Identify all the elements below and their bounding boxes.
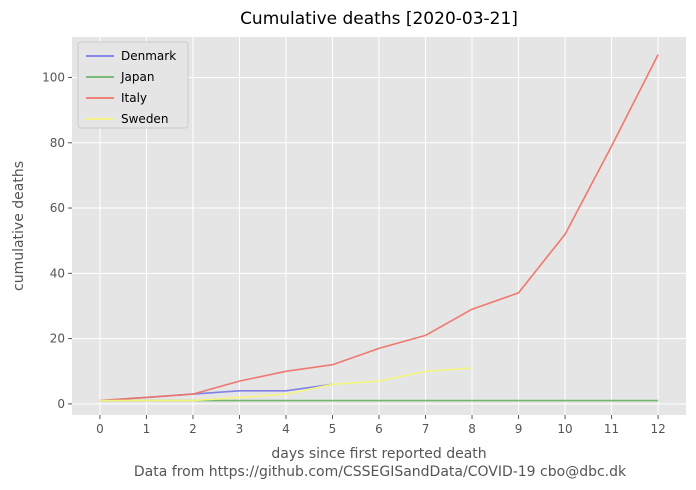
x-axis-label: days since first reported death	[271, 446, 486, 462]
x-tick-label: 7	[422, 422, 430, 436]
x-tick-label: 0	[96, 422, 104, 436]
grid	[72, 37, 686, 415]
series-line-italy	[99, 54, 659, 402]
y-tick-label: 40	[50, 266, 65, 280]
x-tick-label: 1	[143, 422, 151, 436]
data-source-footer: Data from https://github.com/CSSEGISandD…	[134, 464, 627, 480]
chart-title: Cumulative deaths [2020-03-21]	[240, 9, 518, 29]
x-tick-label: 5	[329, 422, 337, 436]
legend-box	[77, 41, 189, 129]
y-tick-label: 60	[50, 201, 65, 215]
legend: Denmark Japan Italy Sweden	[77, 41, 189, 129]
x-tick-label: 2	[189, 422, 197, 436]
x-tick-label: 6	[375, 422, 383, 436]
x-tick-label: 4	[282, 422, 290, 436]
legend-label-denmark: Denmark	[121, 49, 176, 63]
series-line-sweden	[99, 367, 473, 402]
series-layer	[99, 54, 659, 402]
x-tick-label: 12	[650, 422, 665, 436]
legend-label-sweden: Sweden	[121, 112, 168, 126]
legend-label-italy: Italy	[121, 91, 147, 105]
x-tick-label: 10	[557, 422, 572, 436]
x-tick-label: 9	[515, 422, 523, 436]
x-axis-ticks: 0 1 2 3 4 5 6 7 8 9 10 11 12	[96, 415, 666, 436]
y-tick-label: 0	[57, 397, 65, 411]
x-tick-label: 11	[604, 422, 619, 436]
legend-label-japan: Japan	[120, 70, 154, 84]
y-tick-label: 20	[50, 332, 65, 346]
y-axis-label: cumulative deaths	[11, 161, 27, 291]
x-tick-label: 3	[236, 422, 244, 436]
x-tick-label: 8	[468, 422, 476, 436]
y-axis-ticks: 0 20 40 60 80 100	[42, 70, 72, 411]
y-tick-label: 80	[50, 136, 65, 150]
y-tick-label: 100	[42, 70, 65, 84]
